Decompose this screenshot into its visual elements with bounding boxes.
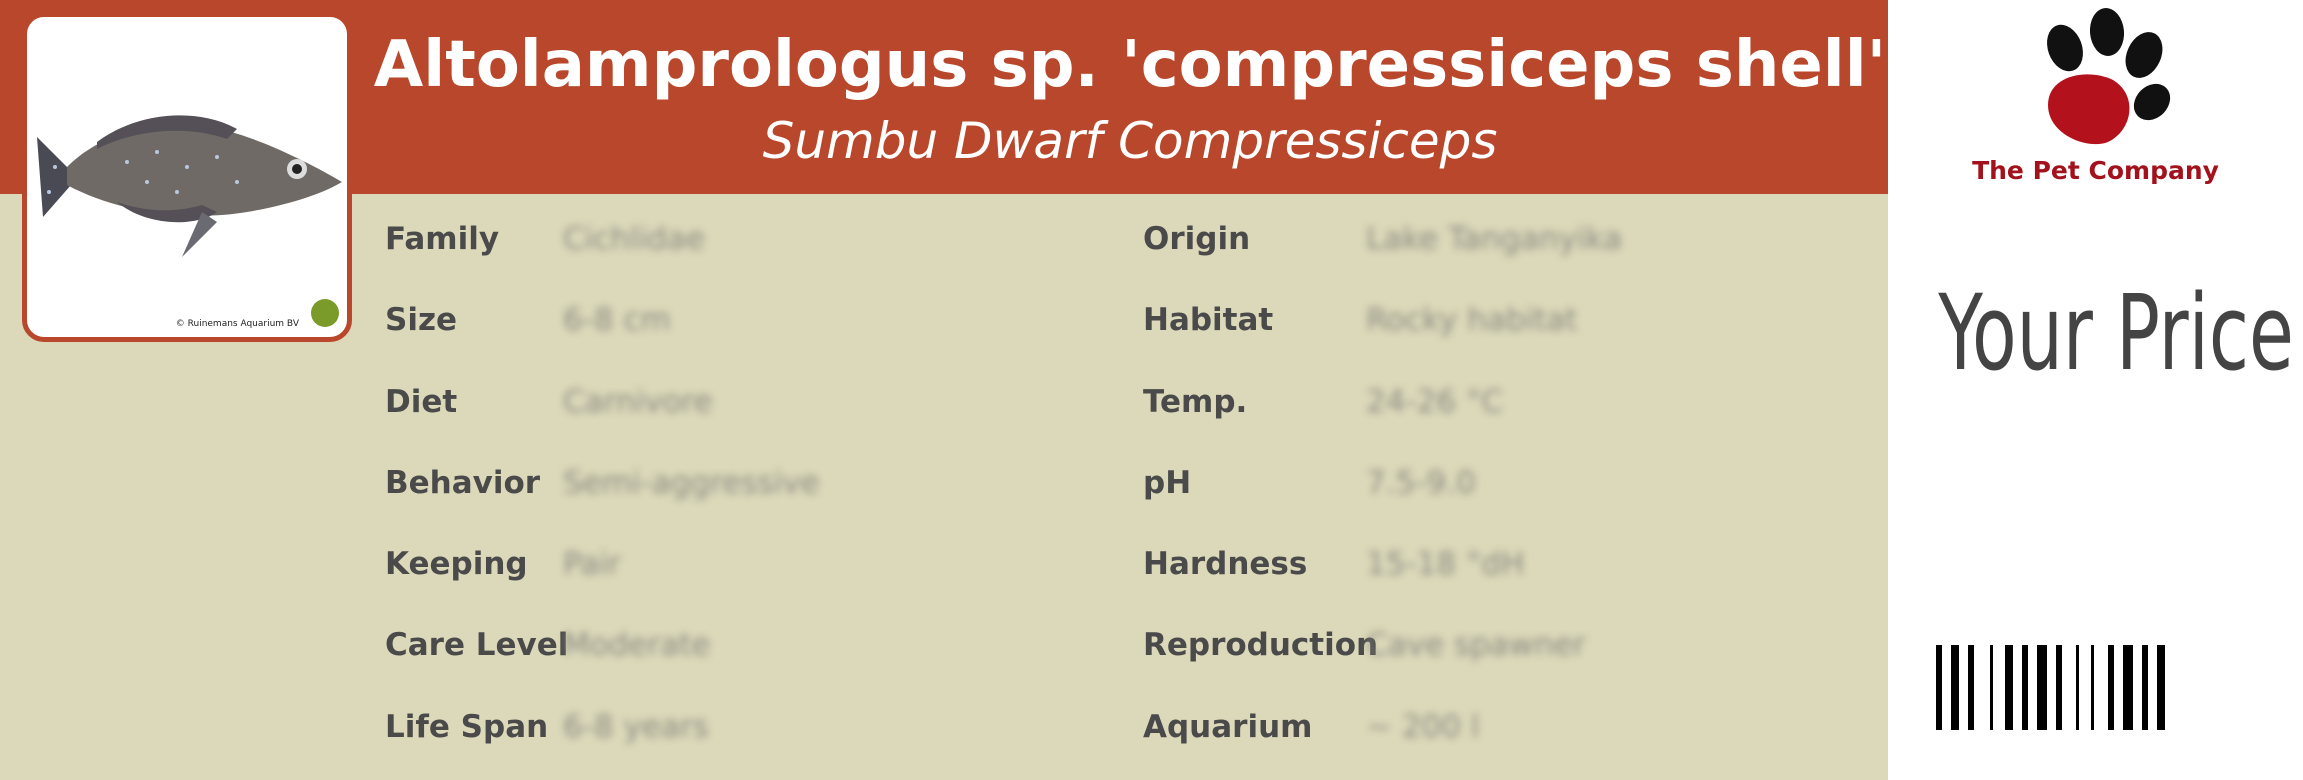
barcode [1936, 645, 2165, 730]
fish-photo: © Ruinemans Aquarium BV [22, 12, 352, 342]
barcode-bar [2022, 645, 2028, 730]
barcode-bar [2037, 645, 2047, 730]
detail-value: ~ 200 l [1366, 709, 1480, 745]
detail-value: 15-18 °dH [1366, 546, 1525, 582]
barcode-bar [2142, 645, 2148, 730]
detail-label: Aquarium [1143, 709, 1313, 745]
detail-label: Size [385, 302, 458, 338]
barcode-bar [2123, 645, 2133, 730]
barcode-bar [2157, 645, 2165, 730]
detail-value: 6-8 years [563, 709, 709, 745]
detail-label: Family [385, 221, 500, 257]
barcode-bar [1968, 645, 1974, 730]
barcode-bar [2091, 645, 2094, 730]
card: Altolamprologus sp. 'compressiceps shell… [0, 0, 1888, 780]
logo-name: The Pet Company [1972, 156, 2219, 185]
detail-label: Origin [1143, 221, 1251, 257]
barcode-bar [2108, 645, 2114, 730]
barcode-bar [1951, 645, 1959, 730]
detail-value: Semi-aggressive [563, 465, 820, 501]
detail-label: pH [1143, 465, 1192, 501]
barcode-bar [2005, 645, 2013, 730]
detail-value: Cave spawner [1366, 627, 1586, 663]
detail-label: Diet [385, 384, 458, 420]
detail-label: Keeping [385, 546, 528, 582]
barcode-bar [1936, 645, 1942, 730]
logo-paw [2047, 8, 2171, 145]
detail-value: 6-8 cm [563, 302, 671, 338]
detail-value: Carnivore [563, 384, 713, 420]
barcode-bar [1990, 645, 1993, 730]
title: Altolamprologus sp. 'compressiceps shell… [373, 28, 1887, 102]
photo-credit: © Ruinemans Aquarium BV [175, 319, 299, 329]
detail-label: Care Level [385, 627, 569, 663]
subtitle: Sumbu Dwarf Compressiceps [762, 112, 1498, 170]
detail-label: Reproduction [1143, 627, 1379, 663]
detail-value: Cichlidae [563, 221, 705, 257]
detail-label: Habitat [1143, 302, 1274, 338]
price-label: Your Price [1938, 272, 2294, 394]
detail-label: Hardness [1143, 546, 1308, 582]
barcode-bar [2076, 645, 2079, 730]
fish-image [37, 115, 342, 327]
barcode-bar [2056, 645, 2062, 730]
detail-label: Life Span [385, 709, 549, 745]
detail-label: Behavior [385, 465, 541, 501]
detail-value: 24-26 °C [1366, 384, 1504, 420]
detail-value: Pair [563, 546, 621, 582]
price-panel: The Pet Company Your Price [1888, 0, 2303, 780]
detail-value: Moderate [563, 627, 711, 663]
detail-value: Rocky habitat [1366, 302, 1578, 338]
detail-label: Temp. [1143, 384, 1248, 420]
detail-value: 7.5-9.0 [1366, 465, 1476, 501]
detail-value: Lake Tanganyika [1366, 221, 1623, 257]
